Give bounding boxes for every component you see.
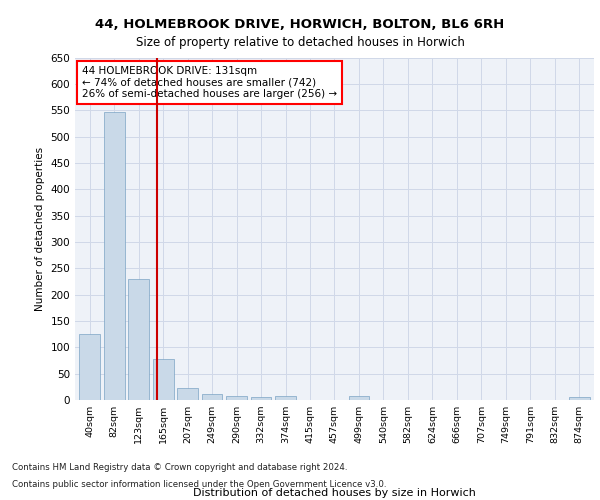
Bar	[275, 396, 296, 400]
Bar	[251, 397, 271, 400]
Bar	[79, 334, 100, 400]
Text: Contains public sector information licensed under the Open Government Licence v3: Contains public sector information licen…	[12, 480, 386, 489]
Text: Contains HM Land Registry data © Crown copyright and database right 2024.: Contains HM Land Registry data © Crown c…	[12, 464, 347, 472]
Y-axis label: Number of detached properties: Number of detached properties	[35, 146, 45, 311]
Bar	[153, 360, 173, 400]
Text: 44, HOLMEBROOK DRIVE, HORWICH, BOLTON, BL6 6RH: 44, HOLMEBROOK DRIVE, HORWICH, BOLTON, B…	[95, 18, 505, 30]
Bar	[177, 388, 198, 400]
Text: Size of property relative to detached houses in Horwich: Size of property relative to detached ho…	[136, 36, 464, 49]
Bar	[569, 397, 590, 400]
Bar	[104, 112, 125, 400]
X-axis label: Distribution of detached houses by size in Horwich: Distribution of detached houses by size …	[193, 488, 476, 498]
Bar	[202, 394, 223, 400]
Bar	[128, 279, 149, 400]
Bar	[349, 396, 370, 400]
Text: 44 HOLMEBROOK DRIVE: 131sqm
← 74% of detached houses are smaller (742)
26% of se: 44 HOLMEBROOK DRIVE: 131sqm ← 74% of det…	[82, 66, 337, 100]
Bar	[226, 396, 247, 400]
